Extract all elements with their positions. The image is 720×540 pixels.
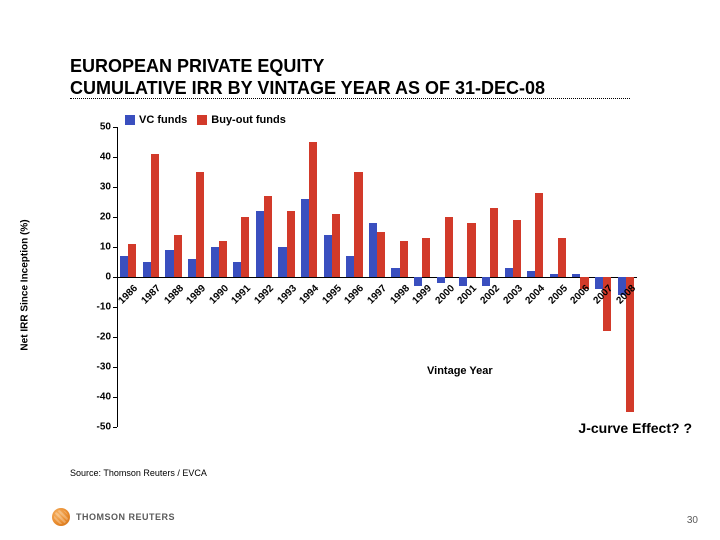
source-text: Source: Thomson Reuters / EVCA	[70, 468, 207, 478]
bar	[572, 274, 580, 277]
y-tick: 20	[100, 212, 111, 223]
bar	[287, 211, 295, 277]
x-category-label: 1993	[275, 283, 299, 307]
y-axis-line	[117, 127, 118, 427]
y-tick: -50	[97, 422, 111, 433]
chart-plot: -50-40-30-20-100102030405019861987198819…	[117, 127, 637, 427]
y-tick: 0	[105, 272, 111, 283]
bar	[301, 199, 309, 277]
x-category-label: 1990	[207, 283, 231, 307]
y-tick: 30	[100, 182, 111, 193]
bar	[369, 223, 377, 277]
bar	[414, 277, 422, 286]
bar	[211, 247, 219, 277]
bar	[233, 262, 241, 277]
bar	[422, 238, 430, 277]
bar	[219, 241, 227, 277]
x-category-label: 2002	[479, 283, 503, 307]
title-line2: CUMULATIVE IRR BY VINTAGE YEAR AS OF 31-…	[70, 78, 545, 100]
bar	[332, 214, 340, 277]
bar	[550, 274, 558, 277]
bar	[264, 196, 272, 277]
bar	[241, 217, 249, 277]
bar	[324, 235, 332, 277]
bar	[174, 235, 182, 277]
bar	[513, 220, 521, 277]
bar	[143, 262, 151, 277]
title-underline	[70, 98, 630, 99]
y-tick-mark	[113, 427, 117, 428]
x-axis-line	[117, 277, 637, 278]
bar	[188, 259, 196, 277]
bar	[535, 193, 543, 277]
x-category-label: 1997	[366, 283, 390, 307]
bar	[278, 247, 286, 277]
y-tick: -40	[97, 392, 111, 403]
x-category-label: 1995	[320, 283, 344, 307]
thomson-reuters-icon	[52, 508, 70, 526]
x-category-label: 1996	[343, 283, 367, 307]
bar	[256, 211, 264, 277]
y-tick: -20	[97, 332, 111, 343]
x-category-label: 1994	[298, 283, 322, 307]
y-tick: 10	[100, 242, 111, 253]
footer-logo: THOMSON REUTERS	[52, 508, 175, 526]
y-axis-label: Net IRR Since Inception (%)	[20, 219, 31, 350]
x-category-label: 2004	[524, 283, 548, 307]
annotation-jcurve: J-curve Effect? ?	[578, 420, 692, 436]
bar	[467, 223, 475, 277]
x-axis-label: Vintage Year	[427, 365, 493, 377]
chart-area: Net IRR Since Inception (%) -50-40-30-20…	[65, 115, 645, 455]
x-category-label: 2000	[433, 283, 457, 307]
slide-title: EUROPEAN PRIVATE EQUITY CUMULATIVE IRR B…	[70, 56, 545, 99]
bar	[151, 154, 159, 277]
bar	[437, 277, 445, 283]
x-category-label: 1988	[162, 283, 186, 307]
y-tick: 50	[100, 122, 111, 133]
bar	[309, 142, 317, 277]
bar	[120, 256, 128, 277]
x-category-label: 1998	[388, 283, 412, 307]
bar	[558, 238, 566, 277]
x-category-label: 2006	[569, 283, 593, 307]
bar	[482, 277, 490, 286]
bar	[505, 268, 513, 277]
bar	[377, 232, 385, 277]
bar	[445, 217, 453, 277]
x-category-label: 1987	[139, 283, 163, 307]
footer-brand: THOMSON REUTERS	[76, 512, 175, 522]
page-number: 30	[687, 515, 698, 526]
y-tick: 40	[100, 152, 111, 163]
x-category-label: 1992	[252, 283, 276, 307]
bar	[354, 172, 362, 277]
bar	[346, 256, 354, 277]
bar	[165, 250, 173, 277]
x-category-label: 2001	[456, 283, 480, 307]
bar	[527, 271, 535, 277]
x-category-label: 2005	[546, 283, 570, 307]
x-category-label: 1986	[117, 283, 141, 307]
bar	[459, 277, 467, 286]
bar	[128, 244, 136, 277]
x-category-label: 1999	[411, 283, 435, 307]
bar	[400, 241, 408, 277]
bar	[391, 268, 399, 277]
x-category-label: 2003	[501, 283, 525, 307]
bar	[490, 208, 498, 277]
y-tick: -30	[97, 362, 111, 373]
y-tick: -10	[97, 302, 111, 313]
x-category-label: 1991	[230, 283, 254, 307]
bar	[196, 172, 204, 277]
x-category-label: 1989	[185, 283, 209, 307]
title-line1: EUROPEAN PRIVATE EQUITY	[70, 56, 545, 78]
